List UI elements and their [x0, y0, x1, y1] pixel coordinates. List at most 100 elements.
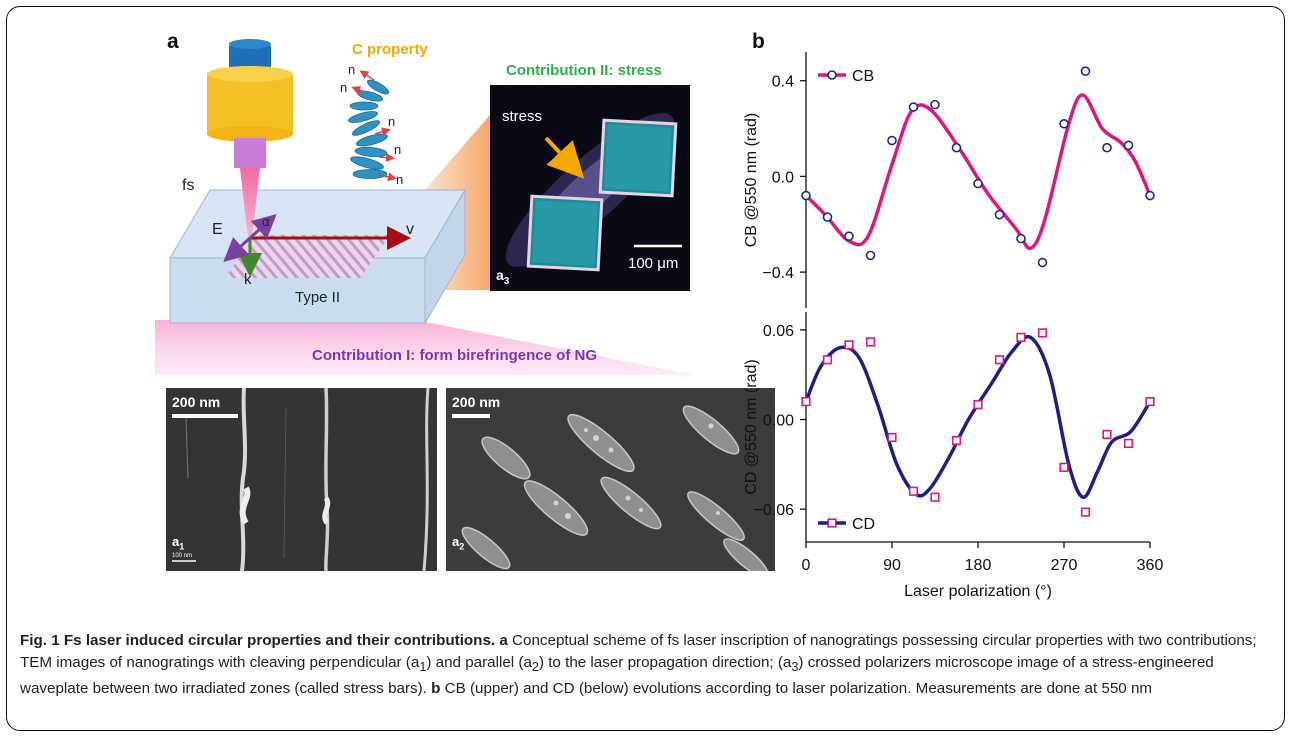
- x-tick-label: 90: [883, 557, 901, 574]
- data-point: [1037, 257, 1048, 268]
- data-point: [1102, 429, 1112, 440]
- data-point: [1145, 190, 1155, 201]
- e-label: E: [212, 221, 223, 238]
- data-point: [1016, 332, 1026, 342]
- n-label-4: n: [394, 142, 401, 157]
- caption-b-letter: b: [431, 680, 441, 698]
- stress-scale-label: 100 μm: [628, 255, 678, 272]
- a1-scale-label: 200 nm: [172, 394, 221, 410]
- k-label: k: [244, 271, 252, 288]
- data-point: [973, 399, 983, 410]
- caption-text-a3: ) to the laser propagation direction; (a: [538, 654, 792, 671]
- n-arrows: [351, 70, 397, 182]
- caption-text-b: CB (upper) and CD (below) evolutions acc…: [440, 680, 1153, 698]
- y-tick-label: 0.4: [772, 74, 794, 91]
- data-point: [908, 486, 919, 496]
- caption-sub-1: 1: [419, 660, 427, 675]
- data-point: [1016, 233, 1026, 244]
- caption-text-a2: ) and parallel (a: [426, 654, 532, 671]
- n-label-2: n: [340, 80, 347, 95]
- c-property-label: C property: [352, 41, 429, 58]
- caption-title: Fig. 1 Fs laser induced circular propert…: [20, 632, 496, 649]
- legend-label: CD: [852, 516, 875, 533]
- data-point: [844, 340, 854, 350]
- data-point: [801, 190, 811, 201]
- v-label: v: [406, 221, 414, 238]
- data-point: [865, 337, 876, 347]
- y-axis-label: CB @550 nm (rad): [743, 113, 760, 248]
- data-point: [844, 231, 854, 242]
- legend-marker: [827, 518, 837, 528]
- data-point: [994, 355, 1005, 365]
- data-point: [822, 212, 833, 222]
- type-ii-label: Type II: [295, 289, 340, 306]
- fs-laser-schematic: n n n n n C property fs E α v k Type II …: [155, 39, 695, 375]
- data-point: [1123, 438, 1134, 449]
- y-tick-label: 0.06: [763, 323, 794, 340]
- y-axis-label: CD @550 nm (rad): [743, 359, 760, 494]
- y-tick-label: −0.06: [754, 502, 795, 519]
- y-tick-label: −0.4: [762, 265, 794, 282]
- data-point: [908, 102, 919, 112]
- figure-frame: [6, 6, 1285, 731]
- data-point: [951, 435, 962, 446]
- caption-text-a4: ) crossed polarizers microscope image of…: [20, 654, 1214, 698]
- cb-chart: 0.4 0.0 −0.4CB @550 nm (rad) CB: [743, 52, 1155, 308]
- n-label-5: n: [396, 172, 403, 187]
- n-label-1: n: [348, 62, 355, 77]
- a3-label: a3: [496, 267, 510, 287]
- data-point: [1080, 66, 1091, 76]
- caption-text-a: Conceptual scheme of fs laser inscriptio…: [20, 632, 1257, 671]
- data-point: [822, 355, 833, 365]
- fit-curve: [804, 334, 1152, 499]
- x-tick-label: 270: [1051, 557, 1078, 574]
- x-tick-label: 180: [965, 557, 992, 574]
- data-point: [951, 142, 962, 153]
- legend-label: CB: [852, 68, 874, 85]
- y-tick-label: 0.0: [772, 169, 794, 186]
- data-point: [1123, 140, 1134, 151]
- data-point: [865, 250, 876, 261]
- x-axis-label: Laser polarization (°): [904, 583, 1052, 600]
- stress-label: stress: [502, 108, 542, 125]
- a1-label: a1: [172, 534, 185, 552]
- panel-b-label: b: [752, 30, 765, 53]
- tem-image-a2: 200 nm a2: [446, 388, 775, 571]
- cd-chart: 0.06 0.00 −0.06 CD @550 nm (rad) CD 0 90 180 270…: [743, 312, 1163, 600]
- objective-body: [207, 74, 293, 134]
- contribution-i-label: Contribution I: form birefringence of NG: [312, 347, 597, 364]
- x-tick-label: 0: [802, 557, 811, 574]
- n-label-3: n: [388, 114, 395, 129]
- legend-marker: [827, 70, 837, 80]
- data-point: [887, 135, 897, 146]
- data-point: [1059, 462, 1069, 472]
- panel-a-label: a: [167, 30, 179, 53]
- fs-label: fs: [182, 177, 194, 194]
- caption-a-letter: a: [499, 632, 508, 649]
- data-point: [930, 492, 940, 502]
- laser-beam: [240, 168, 260, 238]
- data-point: [1102, 142, 1112, 153]
- data-point: [1080, 507, 1091, 517]
- figure-caption: Fig. 1 Fs laser induced circular propert…: [20, 630, 1270, 700]
- data-point: [801, 397, 811, 407]
- e-arrow-up: [248, 213, 277, 240]
- fit-curve: [804, 93, 1152, 250]
- y-tick-label: 0.00: [763, 413, 794, 430]
- data-point: [1145, 397, 1155, 407]
- type-ii-zone: [225, 235, 390, 278]
- stress-micrograph-a3: [490, 85, 690, 291]
- alpha-label: α: [262, 214, 270, 229]
- data-point: [1059, 118, 1069, 129]
- data-point: [973, 178, 983, 189]
- a2-scale-label: 200 nm: [452, 394, 501, 410]
- contribution-i-cone: [155, 320, 695, 375]
- objective-tip: [234, 138, 266, 168]
- caption-sub-3: 3: [791, 660, 799, 675]
- x-tick-label: 360: [1137, 557, 1164, 574]
- cb-cd-charts: 0.4 0.0 −0.4CB @550 nm (rad) CB 0.06 0.00 −0.…: [743, 52, 1163, 600]
- a2-label: a2: [452, 534, 465, 552]
- a1-small-scale-label: 100 nm: [172, 553, 193, 559]
- data-point: [930, 99, 940, 110]
- tem-image-a1: 200 nm a1 100 nm: [166, 388, 437, 571]
